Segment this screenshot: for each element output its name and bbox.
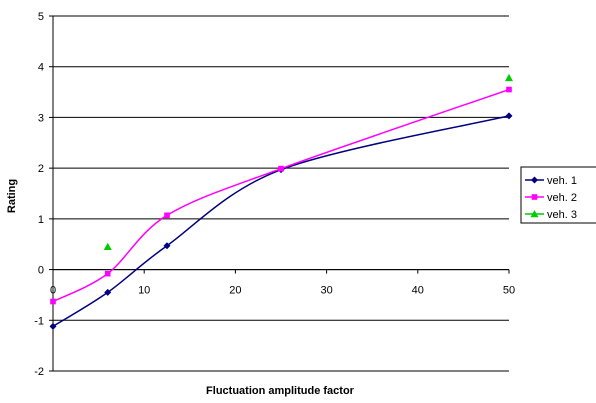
legend-label: veh. 1 [547,175,577,187]
series-2-point [506,86,512,93]
x-tick-label: 30 [320,285,332,297]
y-tick-label: 1 [38,214,44,226]
y-tick-label: 4 [38,62,44,74]
y-tick-label: 2 [38,163,44,175]
y-tick-label: -1 [34,315,44,327]
series-3-point [103,242,112,250]
series-1-point [163,242,171,250]
x-tick-label: 50 [503,285,515,297]
series-1 [49,112,513,330]
series-1-point [104,288,112,296]
x-tick-label: 40 [412,285,424,297]
series-2-point [164,212,170,219]
series-1-line [52,115,510,328]
x-axis-title: Fluctuation amplitude factor [206,385,355,397]
legend-swatch-marker [531,194,538,200]
y-axis-title: Rating [6,179,18,213]
series-3-point [505,73,513,82]
y-tick-label: -2 [34,366,44,378]
series-2 [50,86,512,305]
x-tick-label: 0 [50,285,56,297]
grid-layer [53,15,509,372]
legend-label: veh. 3 [547,209,577,221]
x-tick-label: 20 [229,285,241,297]
legend-swatch-marker [530,210,539,218]
legend-swatch-marker [531,176,538,184]
series-2-point [104,270,111,277]
y-tick-label: 0 [38,265,44,277]
legend-label: veh. 2 [547,192,577,204]
series-2-point [278,165,284,172]
series-1-point [49,322,57,330]
series-layer [49,73,513,330]
series-2-point [50,298,56,305]
axes-layer [49,15,510,372]
y-tick-label: 3 [38,112,44,124]
legend: veh. 1 veh. 2 veh. 3 [520,166,596,224]
series-1-point [505,112,513,120]
x-tick-label: 10 [138,285,150,297]
series-3 [103,73,513,250]
y-tick-label: 5 [38,11,44,23]
